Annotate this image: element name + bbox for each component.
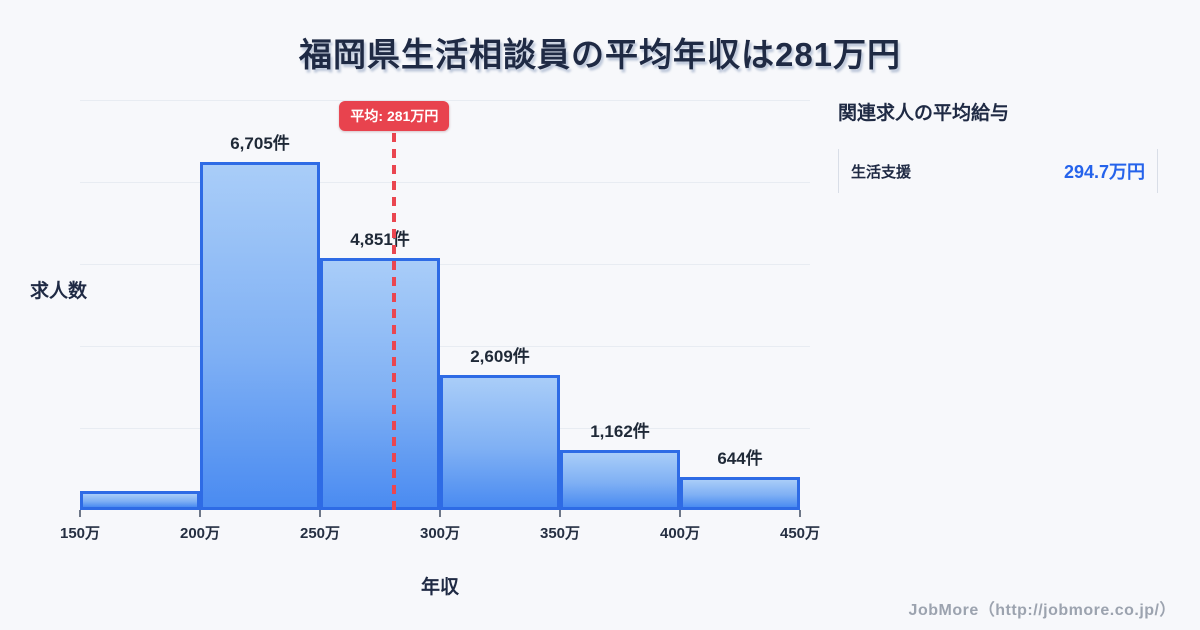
x-tick-mark — [439, 510, 441, 517]
gridline — [80, 346, 810, 347]
related-jobs-panel: 関連求人の平均給与 生活支援 294.7万円 — [838, 98, 1158, 193]
x-tick-mark — [79, 510, 81, 517]
histogram-bar-350万-400万 — [560, 450, 680, 510]
x-tick-label: 300万 — [419, 525, 461, 542]
page-title: 福岡県生活相談員の平均年収は281万円 — [298, 36, 902, 73]
footer-credit: JobMore（http://jobmore.co.jp/） — [908, 602, 1176, 619]
average-dashed-line — [392, 133, 397, 510]
x-tick-label: 200万 — [179, 525, 221, 542]
histogram-bar-250万-300万 — [320, 258, 440, 510]
x-tick-mark — [679, 510, 681, 517]
y-axis-label: 求人数 — [30, 281, 88, 302]
x-tick-label: 350万 — [539, 525, 581, 542]
bar-value-label: 2,609件 — [470, 347, 530, 366]
x-axis-label: 年収 — [420, 577, 459, 598]
gridline — [80, 264, 810, 265]
histogram-bar-200万-250万 — [200, 162, 320, 510]
x-tick-label: 450万 — [779, 525, 821, 542]
panel-heading: 関連求人の平均給与 — [838, 103, 1010, 124]
histogram-bar-400万-450万 — [680, 477, 800, 510]
bar-value-label: 4,851件 — [350, 230, 410, 249]
related-job-label: 生活支援 — [851, 163, 912, 181]
related-job-row: 生活支援 294.7万円 — [838, 149, 1158, 193]
x-tick-label: 400万 — [659, 525, 701, 542]
related-job-value: 294.7万円 — [1063, 162, 1145, 182]
x-tick-mark — [199, 510, 201, 517]
bar-value-label: 6,705件 — [230, 134, 290, 153]
bar-value-label: 644件 — [717, 449, 763, 468]
x-tick-mark — [319, 510, 321, 517]
gridline — [80, 100, 810, 101]
histogram-bar-300万-350万 — [440, 375, 560, 510]
histogram-bar-150万-200万 — [80, 491, 200, 510]
average-badge: 平均: 281万円 — [339, 101, 450, 131]
x-tick-mark — [799, 510, 801, 517]
bar-value-label: 1,162件 — [590, 422, 650, 441]
gridline — [80, 182, 810, 183]
x-tick-label: 250万 — [299, 525, 341, 542]
x-tick-label: 150万 — [59, 525, 101, 542]
x-tick-mark — [559, 510, 561, 517]
